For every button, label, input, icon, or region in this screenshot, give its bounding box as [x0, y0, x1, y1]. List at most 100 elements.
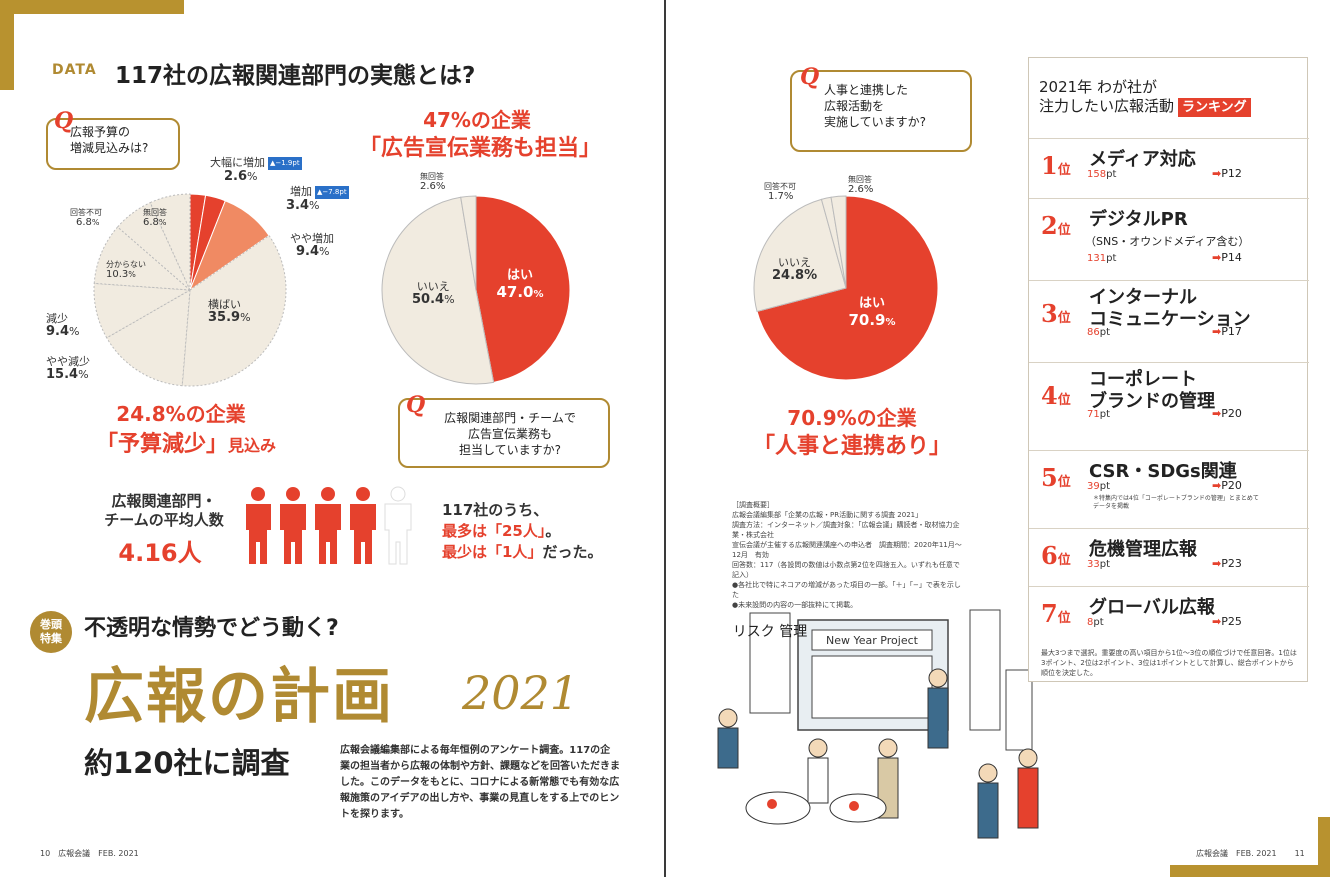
rank-name: デジタルPR	[1089, 209, 1188, 230]
rank-number: 3位	[1041, 299, 1071, 328]
pie-slice-3	[830, 195, 847, 289]
pie-slice-1	[753, 198, 847, 313]
pie-slice-3	[181, 234, 287, 387]
stat-ads-sub: 「広告宣伝業務も担当」	[358, 136, 601, 161]
pie-chart-hr	[753, 195, 939, 381]
arrow-right-icon: ➡	[1212, 479, 1222, 492]
rank-sub: （SNS・オウンドメディア含む）	[1085, 235, 1250, 248]
ranking-item-1: 1位 メディア対応 158pt ➡P12	[1029, 138, 1309, 198]
ranking-footnote: 最大3つまで選択。重要度の高い項目から1位〜3位の順位づけで任意回答。1位は3ポ…	[1041, 649, 1297, 677]
rank-name: グローバル広報	[1089, 597, 1215, 618]
rank-name: CSR・SDGs関連	[1089, 461, 1237, 482]
rank-note: ＊特集内では4位「コーポレートブランドの管理」とまとめて データを掲載	[1093, 495, 1259, 510]
arrow-right-icon: ➡	[1212, 325, 1222, 338]
pie-label-cannot-answer: 回答不可 6.8%	[70, 208, 102, 228]
rank-name: インターナル コミュニケーション	[1089, 287, 1251, 330]
rank-name: メディア対応	[1089, 149, 1196, 170]
ranking-item-7: 7位 グローバル広報 8pt ➡P25	[1029, 586, 1309, 646]
rank-points: 86pt	[1087, 327, 1111, 338]
pie-slice-7	[116, 201, 191, 291]
rank-page-link[interactable]: ➡P25	[1212, 615, 1242, 628]
question-text: 人事と連携した 広報活動を 実施していますか?	[824, 83, 927, 129]
people-count-text: 117社のうち、 最多は「25人」。 最少は「1人」だった。	[442, 501, 603, 561]
gold-corner	[0, 0, 184, 14]
ranking-item-3: 3位 インターナル コミュニケーション 86pt ➡P17	[1029, 280, 1309, 362]
gold-corner	[0, 0, 14, 90]
rank-number: 7位	[1041, 599, 1071, 628]
pie-label-decrease: 減少 9.4%	[46, 312, 80, 339]
rank-page-link[interactable]: ➡P17	[1212, 325, 1242, 338]
pie-slice-6	[93, 226, 192, 291]
page-footer-right: 広報会議 FEB. 2021 11	[1196, 849, 1305, 858]
person-icon	[350, 487, 376, 564]
rank-page-link[interactable]: ➡P23	[1212, 557, 1242, 570]
ranking-item-2: 2位 デジタルPR （SNS・オウンドメディア含む） 131pt ➡P14	[1029, 198, 1309, 280]
stat-hr-sub: 「人事と連携あり」	[752, 434, 951, 459]
pie-label-ads-yes: はい 47.0%	[496, 268, 544, 301]
pie-slice-5	[93, 282, 192, 339]
feature-survey: 約120社に調査	[84, 746, 290, 780]
question-bubble-hr: 人事と連携した 広報活動を 実施していますか?	[790, 70, 972, 152]
data-tag: DATA	[52, 62, 97, 78]
rank-points: 39pt	[1087, 481, 1111, 492]
pie-label-unknown: 分からない 10.3%	[106, 260, 146, 280]
pie-label-hr-na: 無回答 2.6%	[848, 175, 874, 195]
pie-label-hr-no: いいえ 24.8%	[772, 256, 818, 283]
feature-title: 広報の計画	[84, 662, 394, 732]
page-title: 117社の広報関連部門の実態とは?	[115, 63, 476, 89]
pie-slice-2	[188, 200, 270, 292]
pie-slice-0	[756, 195, 939, 381]
question-bubble-budget: 広報予算の 増減見込みは?	[46, 118, 180, 170]
rank-page-link[interactable]: ➡P20	[1212, 479, 1242, 492]
left-page: DATA 117社の広報関連部門の実態とは? 広報予算の 増減見込みは? Q 大…	[0, 0, 664, 877]
gold-corner	[1170, 865, 1330, 877]
q-mark-icon: Q	[54, 108, 74, 134]
person-icon	[280, 487, 306, 564]
person-icon	[384, 486, 412, 565]
rank-page-link[interactable]: ➡P14	[1212, 251, 1242, 264]
person-icon	[245, 487, 271, 564]
question-text: 広報関連部門・チームで 広告宣伝業務も 担当していますか?	[444, 411, 576, 457]
pie-label-flat: 横ばい 35.9%	[208, 298, 251, 325]
arrow-right-icon: ➡	[1212, 167, 1222, 180]
pie-slice-2	[460, 195, 477, 291]
rank-number: 1位	[1041, 151, 1071, 180]
feature-description: 広報会議編集部による毎年恒例のアンケート調査。117の企業の担当者から広報の体制…	[340, 745, 620, 820]
ranking-box: 2021年 わが社が 注力したい広報活動 ランキング 1位 メディア対応 158pt ➡…	[1028, 57, 1309, 682]
rank-points: 158pt	[1087, 169, 1117, 180]
rank-number: 5位	[1041, 463, 1071, 492]
person-icon	[315, 487, 341, 564]
rank-page-link[interactable]: ➡P20	[1212, 407, 1242, 420]
ranking-item-5: 5位 CSR・SDGs関連 39pt ➡P20 ＊特集内では4位「コーポレートブランドの…	[1029, 450, 1309, 528]
illustration: New Year Project リスク 管理	[717, 609, 1039, 839]
illus-board: New Year Project	[826, 634, 919, 647]
pie-label-hr-cannot: 回答不可 1.7%	[764, 182, 796, 202]
pie-label-slight-decrease: やや減少 15.4%	[46, 355, 90, 382]
pie-slice-0	[475, 195, 571, 383]
rank-number: 2位	[1041, 211, 1071, 240]
rank-name: 危機管理広報	[1089, 539, 1197, 560]
people-icons	[245, 486, 416, 566]
ranking-item-4: 4位 コーポレート ブランドの管理 71pt ➡P20	[1029, 362, 1309, 450]
stat-hr: 70.9%の企業	[787, 406, 917, 430]
arrow-right-icon: ➡	[1212, 615, 1222, 628]
pie-label-ads-no: いいえ 50.4%	[412, 280, 455, 307]
pie-label-hr-yes: はい 70.9%	[848, 296, 896, 329]
feature-subtitle: 不透明な情勢でどう動く?	[84, 616, 339, 641]
q-mark-icon: Q	[406, 392, 426, 418]
rank-points: 33pt	[1087, 559, 1111, 570]
pie-label-ads-na: 無回答 2.6%	[420, 172, 446, 192]
rank-number: 4位	[1041, 381, 1071, 410]
q-mark-icon: Q	[800, 64, 820, 90]
question-text: 広報予算の 増減見込みは?	[70, 125, 149, 155]
avg-label: 広報関連部門・ チームの平均人数	[104, 492, 224, 529]
ranking-item-6: 6位 危機管理広報 33pt ➡P23	[1029, 528, 1309, 586]
pie-slice-8	[149, 193, 191, 291]
stat-ads: 47%の企業	[423, 108, 531, 132]
pie-chart-budget	[93, 193, 287, 387]
gold-corner	[1318, 817, 1330, 877]
arrow-right-icon: ➡	[1212, 251, 1222, 264]
question-bubble-ads: 広報関連部門・チームで 広告宣伝業務も 担当していますか?	[398, 398, 610, 468]
arrow-right-icon: ➡	[1212, 557, 1222, 570]
rank-page-link[interactable]: ➡P12	[1212, 167, 1242, 180]
